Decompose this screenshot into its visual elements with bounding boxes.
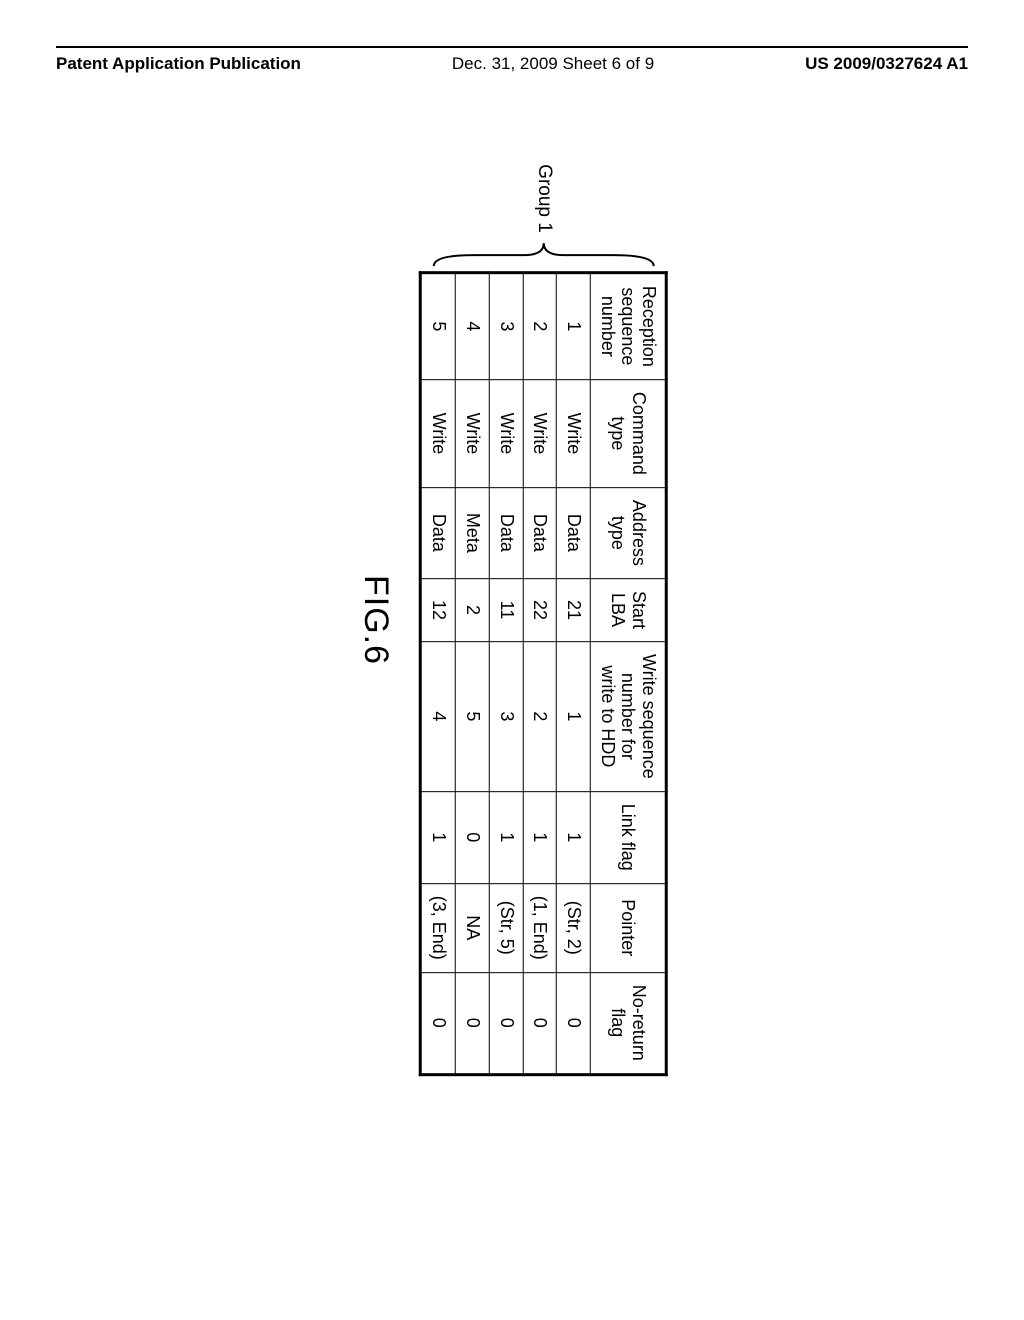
- cell-1-0: 2: [523, 272, 557, 379]
- cell-3-2: Meta: [455, 487, 489, 578]
- col-header-7: No-returnflag: [590, 972, 666, 1074]
- cell-2-4: 3: [489, 641, 523, 791]
- cell-3-0: 4: [455, 272, 489, 379]
- cell-3-5: 0: [455, 791, 489, 883]
- cell-2-0: 3: [489, 272, 523, 379]
- cell-0-2: Data: [557, 487, 591, 578]
- cell-0-6: (Str, 2): [557, 883, 591, 972]
- header-mid: Dec. 31, 2009 Sheet 6 of 9: [452, 54, 654, 74]
- table-row: 5WriteData1241(3, End)0: [421, 272, 456, 1074]
- cell-1-1: Write: [523, 379, 557, 487]
- cell-2-5: 1: [489, 791, 523, 883]
- table-head: ReceptionsequencenumberCommandtypeAddres…: [590, 272, 666, 1074]
- cell-3-4: 5: [455, 641, 489, 791]
- cell-1-4: 2: [523, 641, 557, 791]
- cell-1-3: 22: [523, 578, 557, 641]
- cell-4-4: 4: [421, 641, 456, 791]
- table-body: 1WriteData2111(Str, 2)02WriteData2221(1,…: [421, 272, 590, 1074]
- cell-4-3: 12: [421, 578, 456, 641]
- table-row: 3WriteData1131(Str, 5)0: [489, 272, 523, 1074]
- cell-2-3: 11: [489, 578, 523, 641]
- col-header-1: Commandtype: [590, 379, 666, 487]
- col-header-4: Write sequencenumber forwrite to HDD: [590, 641, 666, 791]
- table-row: 4WriteMeta250NA0: [455, 272, 489, 1074]
- col-header-5: Link flag: [590, 791, 666, 883]
- header-text-row: Patent Application Publication Dec. 31, …: [56, 54, 968, 74]
- cell-4-6: (3, End): [421, 883, 456, 972]
- cell-4-5: 1: [421, 791, 456, 883]
- cell-0-7: 0: [557, 972, 591, 1074]
- cell-1-5: 1: [523, 791, 557, 883]
- cell-2-1: Write: [489, 379, 523, 487]
- figure-content: Group 1 ReceptionsequencenumberCommandty…: [0, 170, 1024, 1070]
- cell-2-7: 0: [489, 972, 523, 1074]
- col-header-2: Addresstype: [590, 487, 666, 578]
- cell-1-2: Data: [523, 487, 557, 578]
- cell-0-3: 21: [557, 578, 591, 641]
- figure-label: FIG.6: [356, 164, 395, 1076]
- group-label: Group 1: [533, 164, 555, 233]
- col-header-0: Receptionsequencenumber: [590, 272, 666, 379]
- table-header-row: ReceptionsequencenumberCommandtypeAddres…: [590, 272, 666, 1074]
- cell-0-1: Write: [557, 379, 591, 487]
- table-row: 2WriteData2221(1, End)0: [523, 272, 557, 1074]
- data-table: ReceptionsequencenumberCommandtypeAddres…: [419, 271, 668, 1076]
- rotated-figure: Group 1 ReceptionsequencenumberCommandty…: [356, 164, 668, 1076]
- header-rule: [56, 46, 968, 48]
- cell-3-3: 2: [455, 578, 489, 641]
- cell-4-0: 5: [421, 272, 456, 379]
- col-header-3: StartLBA: [590, 578, 666, 641]
- cell-3-7: 0: [455, 972, 489, 1074]
- col-header-6: Pointer: [590, 883, 666, 972]
- cell-1-6: (1, End): [523, 883, 557, 972]
- cell-2-2: Data: [489, 487, 523, 578]
- cell-0-4: 1: [557, 641, 591, 791]
- header-right: US 2009/0327624 A1: [805, 54, 968, 74]
- page-header: Patent Application Publication Dec. 31, …: [0, 46, 1024, 74]
- cell-0-5: 1: [557, 791, 591, 883]
- brace-icon: [429, 241, 659, 271]
- cell-0-0: 1: [557, 272, 591, 379]
- cell-4-7: 0: [421, 972, 456, 1074]
- cell-1-7: 0: [523, 972, 557, 1074]
- header-left: Patent Application Publication: [56, 54, 301, 74]
- cell-4-2: Data: [421, 487, 456, 578]
- cell-2-6: (Str, 5): [489, 883, 523, 972]
- table-row: 1WriteData2111(Str, 2)0: [557, 272, 591, 1074]
- cell-3-1: Write: [455, 379, 489, 487]
- cell-3-6: NA: [455, 883, 489, 972]
- cell-4-1: Write: [421, 379, 456, 487]
- table-with-label: Group 1 ReceptionsequencenumberCommandty…: [419, 164, 668, 1076]
